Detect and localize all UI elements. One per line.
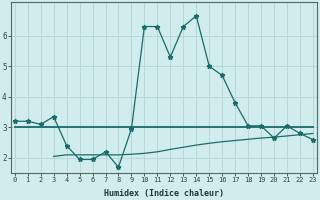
X-axis label: Humidex (Indice chaleur): Humidex (Indice chaleur): [104, 189, 224, 198]
